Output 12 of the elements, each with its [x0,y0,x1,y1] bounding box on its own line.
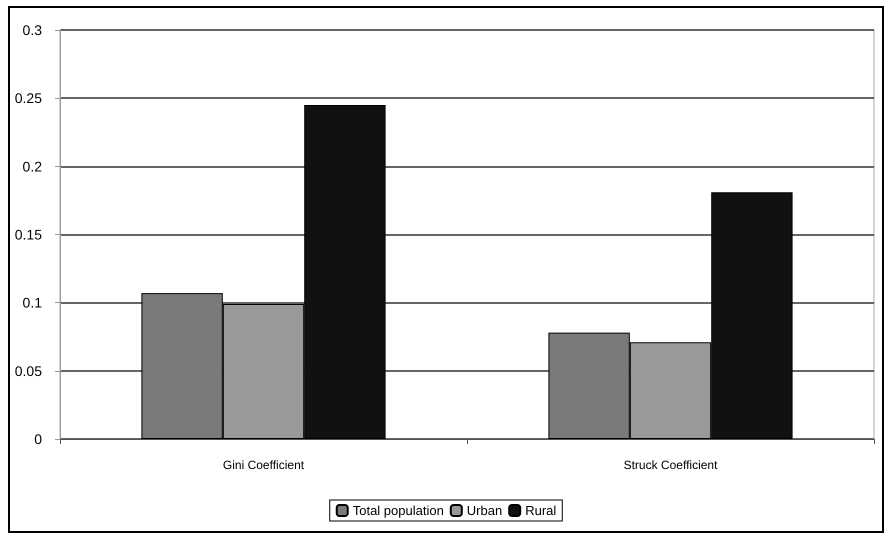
x-tick-label: Gini Coefficient [222,458,305,472]
legend-label: Rural [525,503,556,518]
y-tick-label: 0.2 [22,158,42,174]
legend-label: Total population [352,503,444,518]
x-tick-label: Struck Coefficient [624,458,718,472]
y-tick-label: 0.05 [14,362,42,379]
y-tick-label: 0.25 [14,90,42,106]
y-tick-label: 0.3 [22,22,42,38]
legend-label: Urban [466,503,502,518]
y-tick-label: 0.15 [14,226,42,242]
y-tick-label: 0 [34,431,42,447]
y-tick-label: 0.1 [22,294,42,311]
